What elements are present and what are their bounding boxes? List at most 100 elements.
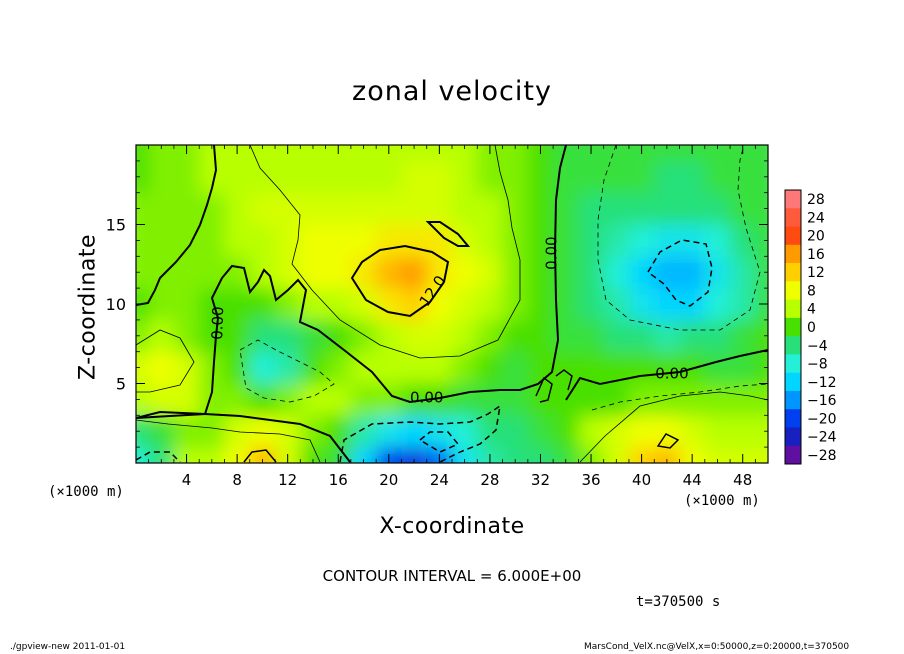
heatmap-cell [452,288,478,321]
heatmap-cell [578,288,605,321]
heatmap-cell [452,160,478,194]
contour-12-small [425,221,471,247]
y-tick-label: 5 [116,375,126,394]
heatmap-cell [553,145,579,162]
heatmap-cell [350,351,377,384]
zero-contour-wave [136,145,567,419]
heatmap-cell [654,351,681,384]
heatmap-cell [730,415,756,448]
heatmap-cell [704,224,731,257]
colorbar-label: −8 [807,357,828,373]
heatmap-cell [376,351,402,384]
colorbar-label: −28 [807,448,837,464]
heatmap-cell [679,160,706,194]
heatmap-cell [300,224,327,257]
heatmap-cell [477,351,504,384]
heatmap-cell [755,256,768,289]
colorbar-label: 4 [807,302,816,318]
heatmap-cell [249,224,276,257]
heatmap-cell [249,351,276,384]
neg-contour-blue-right [647,239,713,307]
heatmap-cell [300,256,327,289]
y-tick-label: 15 [106,216,126,235]
heatmap-cell [730,160,756,194]
x-tick-label: 16 [329,471,348,489]
time-label: t=370500 s [636,594,721,610]
contour-6-right [579,391,768,463]
heatmap-cell [755,224,768,257]
heatmap-cell [401,256,428,289]
heatmap-cell [603,145,630,162]
heatmap-cell [502,447,529,463]
heatmap-cell [578,383,605,416]
zero-contour-left [136,145,218,306]
heatmap-cell [679,256,706,289]
colorbar-label: −16 [807,393,837,409]
heatmap-cell [578,319,605,353]
contour-label: 0.00 [655,364,688,382]
heatmap-cell [136,383,150,416]
heatmap-cell [755,145,768,162]
heatmap-cell [527,224,554,257]
heatmap-cell [527,319,554,353]
neg-contour-cyan-left [239,339,335,403]
contour-interval-note: CONTOUR INTERVAL = 6.000E+00 [322,567,582,585]
heatmap-cell [325,351,352,384]
heatmap-cell [199,288,225,321]
contour-label: 0.00 [542,236,560,269]
x-tick-label: 24 [430,471,449,489]
heatmap-cell [275,256,301,289]
heatmap-cell [730,319,756,353]
heatmap-cell [376,383,402,416]
heatmap-cell [730,383,756,416]
heatmap-cell [755,415,768,448]
heatmap-cell [148,256,175,289]
heatmap-cell [502,145,529,162]
colorbar-swatch [785,244,801,264]
heatmap-cell [136,160,150,194]
heatmap-cell [376,319,402,353]
x-tick-label: 4 [182,471,192,489]
neg-contour-small [418,431,460,453]
heatmap-cell [350,415,377,448]
heatmap-cell [452,383,478,416]
heatmap-cell [452,351,478,384]
heatmap-cell [654,319,681,353]
heatmap-cell [654,145,681,162]
heatmap-cell [325,256,352,289]
heatmap-cell [477,256,504,289]
heatmap-field: 12.00.000.000.000.00 [136,145,768,463]
y-axis-ticks: 5 10 15 [106,160,768,448]
heatmap-cell [553,256,579,289]
heatmap-cell [553,415,579,448]
heatmap-cell [350,447,377,463]
heatmap-cell [755,160,768,194]
heatmap-cell [755,447,768,463]
heatmap-cell [502,319,529,353]
contour-label: 0.00 [410,388,443,406]
heatmap-cell [679,415,706,448]
heatmap-cell [704,351,731,384]
colorbar-swatch [785,372,801,392]
heatmap-cell [426,192,453,225]
heatmap-cell [654,447,681,463]
heatmap-cell [173,160,200,194]
contour-12-ellipse [350,244,450,318]
colorbar-label: 12 [807,265,825,281]
heatmap-cell [224,256,251,289]
neg-contour-mid [339,404,502,463]
heatmap-cell [679,383,706,416]
heatmap-cell [755,319,768,353]
heatmap-cell [527,415,554,448]
colorbar-swatch [785,427,801,447]
footer-data-source: MarsCond_VelX.nc@VelX,x=0:50000,z=0:2000… [584,642,850,652]
heatmap-cell [401,145,428,162]
colorbar-swatch [785,208,801,227]
heatmap-cell [628,160,655,194]
heatmap-cell [654,224,681,257]
heatmap-cell [628,256,655,289]
heatmap-cell [401,192,428,225]
heatmap-cell [136,351,150,384]
x-axis-ticks: 4 8 12 16 20 24 28 32 36 40 44 48 [148,145,756,489]
